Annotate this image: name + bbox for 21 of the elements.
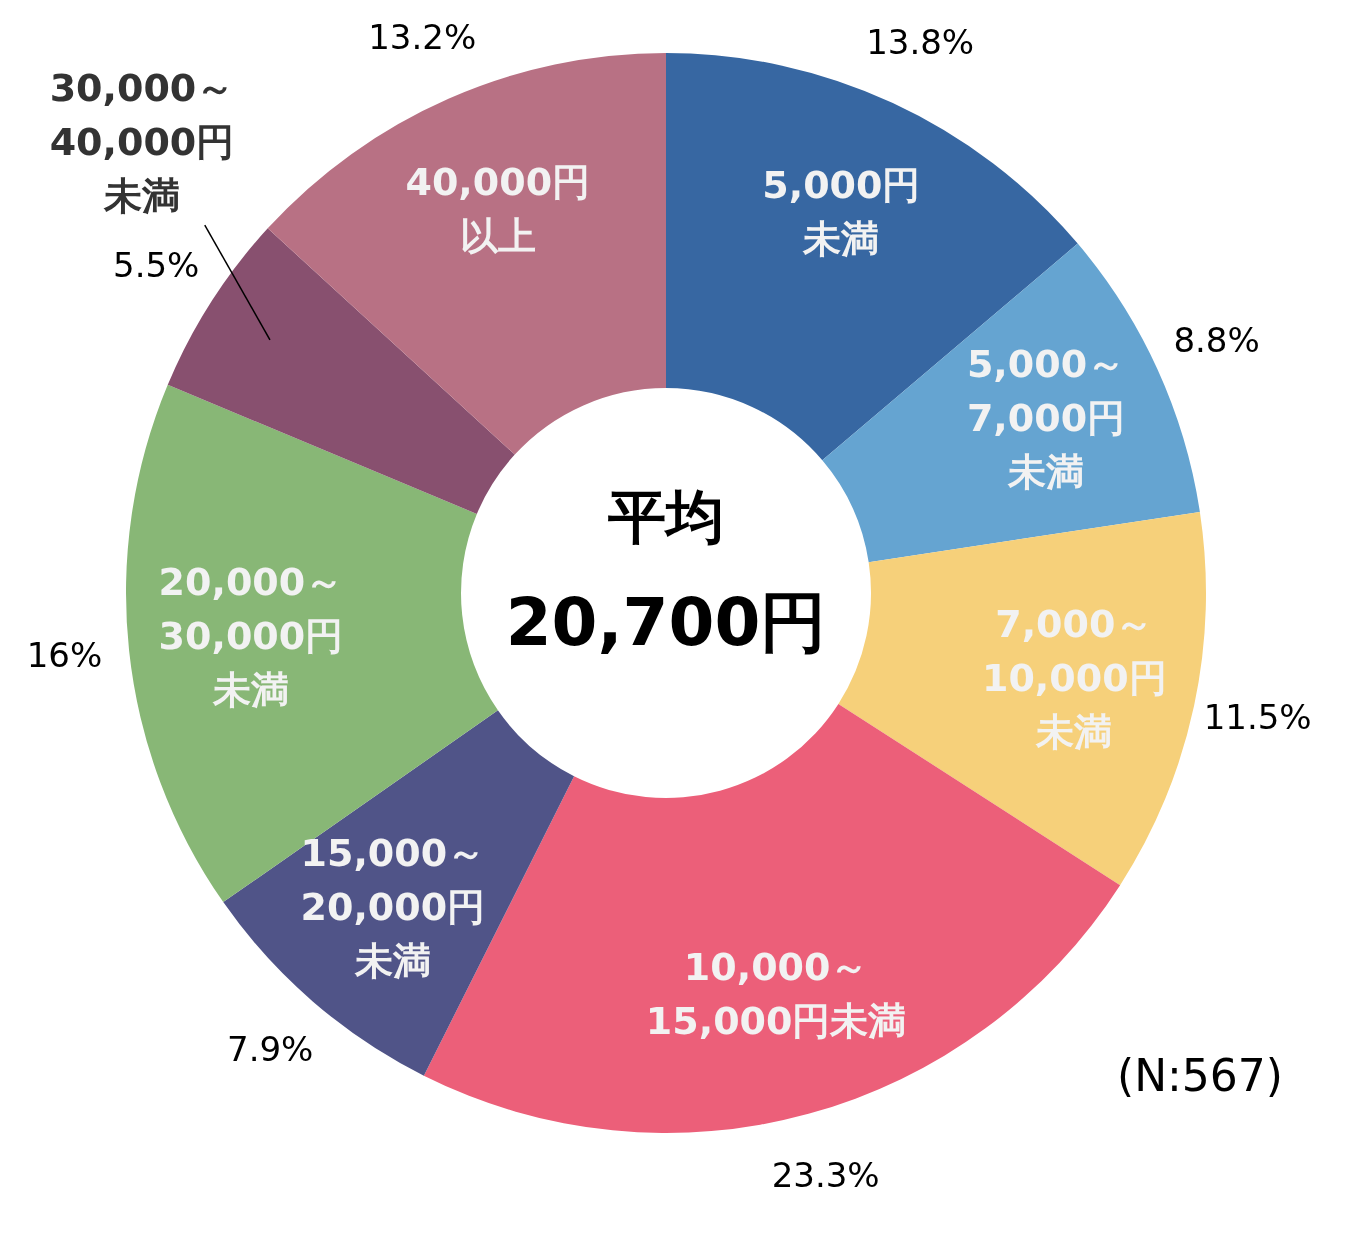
slice-label: 30,000～40,000円未満: [49, 66, 235, 219]
slice-label: 10,000～15,000円未満: [645, 944, 907, 1043]
slice-label: 15,000～20,000円未満: [300, 830, 486, 983]
text: (N:567): [1116, 1050, 1284, 1101]
data-label: 13.8%: [866, 21, 975, 62]
slice-label: 5,000円未満: [762, 163, 921, 262]
data-label: 5.5%: [113, 245, 200, 286]
data-label: 23.3%: [771, 1154, 880, 1195]
slice-label: 40,000円以上: [405, 159, 591, 258]
donut-slice: [838, 511, 1206, 886]
data-label: 11.5%: [1203, 697, 1312, 738]
data-label: 7.9%: [227, 1028, 314, 1069]
data-label: 8.8%: [1173, 320, 1260, 361]
slice-label: 20,000～30,000円未満: [158, 559, 344, 712]
donut-slice: [267, 53, 666, 455]
data-label: 16%: [26, 635, 103, 676]
slice-label: 7,000～10,000円未満: [981, 602, 1167, 755]
text: 平均: [607, 483, 724, 551]
text: 20,700円: [505, 584, 827, 661]
data-label: 13.2%: [368, 17, 477, 58]
slice-label: 5,000～7,000円未満: [966, 342, 1126, 494]
